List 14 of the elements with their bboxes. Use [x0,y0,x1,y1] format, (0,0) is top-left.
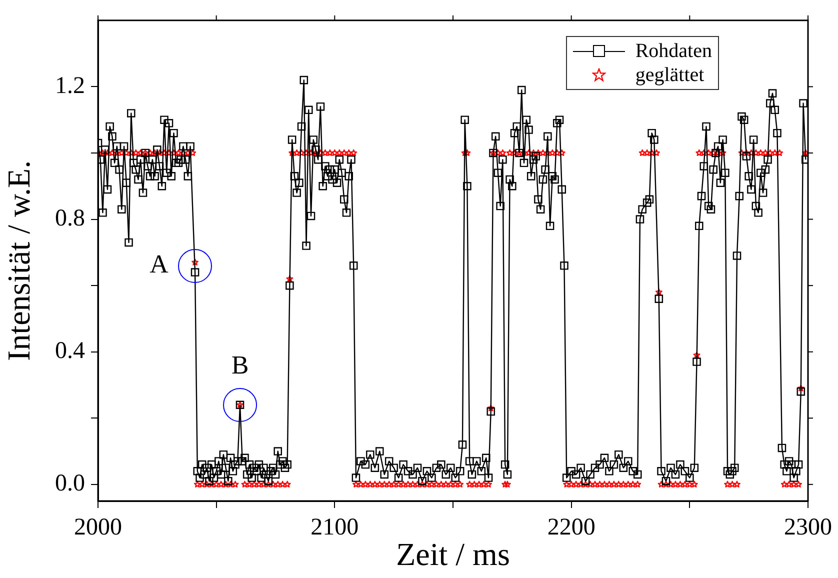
y-tick-label: 0.0 [55,470,85,497]
y-tick-label: 0.8 [55,206,85,232]
y-axis-title: Intensität / w.E. [0,160,37,361]
x-tick-label: 2000 [74,514,122,541]
annotation: B [231,350,249,380]
y-tick-label: 1.2 [55,72,85,99]
y-tick-label: 0.4 [55,338,85,364]
annotation: A [150,250,169,278]
legend-label: Rohdaten [635,39,712,64]
x-tick-label: 2200 [547,514,596,541]
legend-label: geglättet [635,63,704,88]
x-tick-label: 2100 [310,514,359,541]
x-tick-label: 2300 [784,514,832,541]
x-axis-title: Zeit / ms [396,536,510,572]
